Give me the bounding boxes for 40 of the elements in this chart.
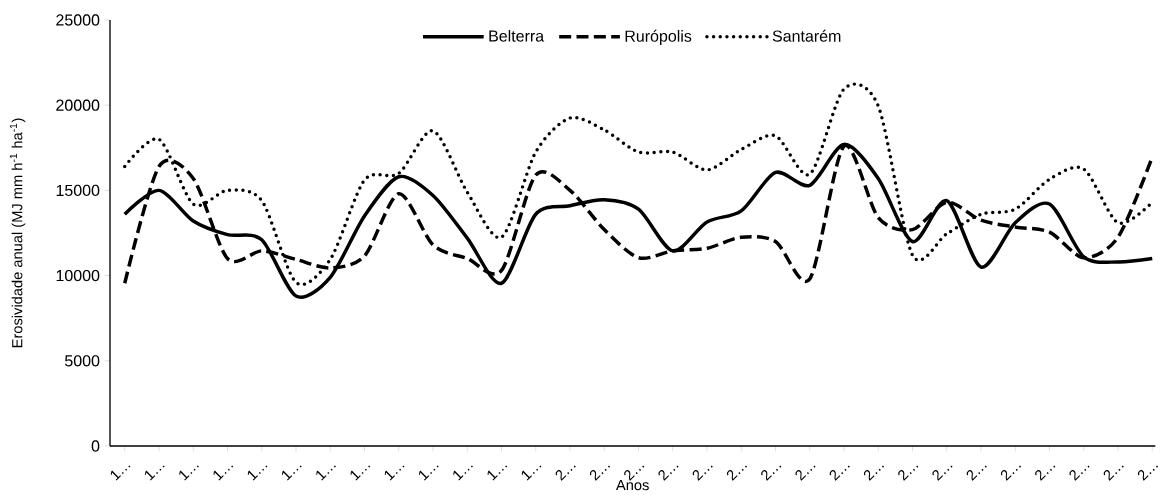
y-tick-label: 20000 (56, 99, 100, 111)
legend-label: Belterra (489, 29, 545, 42)
x-tick-label: 2… (692, 465, 713, 481)
x-tick-label: 1… (384, 465, 405, 481)
x-tick-label: 2… (1103, 465, 1124, 481)
x-tick-label: 2… (795, 465, 816, 481)
x-tick-label: 1… (213, 465, 234, 481)
x-tick-label: 1… (179, 465, 199, 481)
y-tick-label: 25000 (56, 14, 100, 26)
x-tick-label: 2… (555, 465, 576, 481)
x-tick-label: 2… (1035, 465, 1056, 481)
y-tick-label: 0 (91, 440, 100, 452)
x-tick-label: 2… (658, 465, 679, 481)
legend-label: Santarém (772, 29, 841, 42)
x-tick-label: 1… (316, 465, 336, 481)
x-tick-label: 1… (453, 465, 473, 481)
x-tick-label: 2… (1000, 465, 1022, 481)
x-tick-label: 2… (863, 465, 885, 481)
y-tick-label: 15000 (56, 184, 100, 197)
x-tick-label: 1… (247, 465, 268, 481)
x-tick-label: 2… (761, 465, 782, 481)
x-tick-label: 2… (966, 465, 987, 481)
x-tick-label: 2… (932, 465, 953, 481)
x-tick-label: 1… (350, 465, 371, 481)
y-tick-label: 10000 (56, 269, 100, 282)
legend-label: Rurópolis (625, 29, 692, 45)
x-tick-label: 1… (281, 465, 302, 481)
y-axis-title: Erosividade anual (MJ mm h$^{-1}$ ha$^{-1}$) (9, 118, 26, 348)
x-tick-label: 2… (589, 465, 611, 481)
x-tick-label: 2… (726, 465, 748, 481)
x-tick-label: 2… (898, 465, 919, 481)
x-tick-label: 2… (829, 465, 850, 481)
y-tick-label: 5000 (65, 355, 100, 367)
x-tick-label: 1… (521, 465, 542, 481)
x-tick-label: 2… (1137, 465, 1159, 481)
x-tick-label: 1… (144, 465, 165, 481)
x-tick-label: 1… (110, 465, 131, 481)
x-tick-label: 2… (1069, 465, 1090, 481)
x-tick-label: 1… (487, 465, 508, 481)
x-tick-label: 1… (418, 465, 439, 481)
